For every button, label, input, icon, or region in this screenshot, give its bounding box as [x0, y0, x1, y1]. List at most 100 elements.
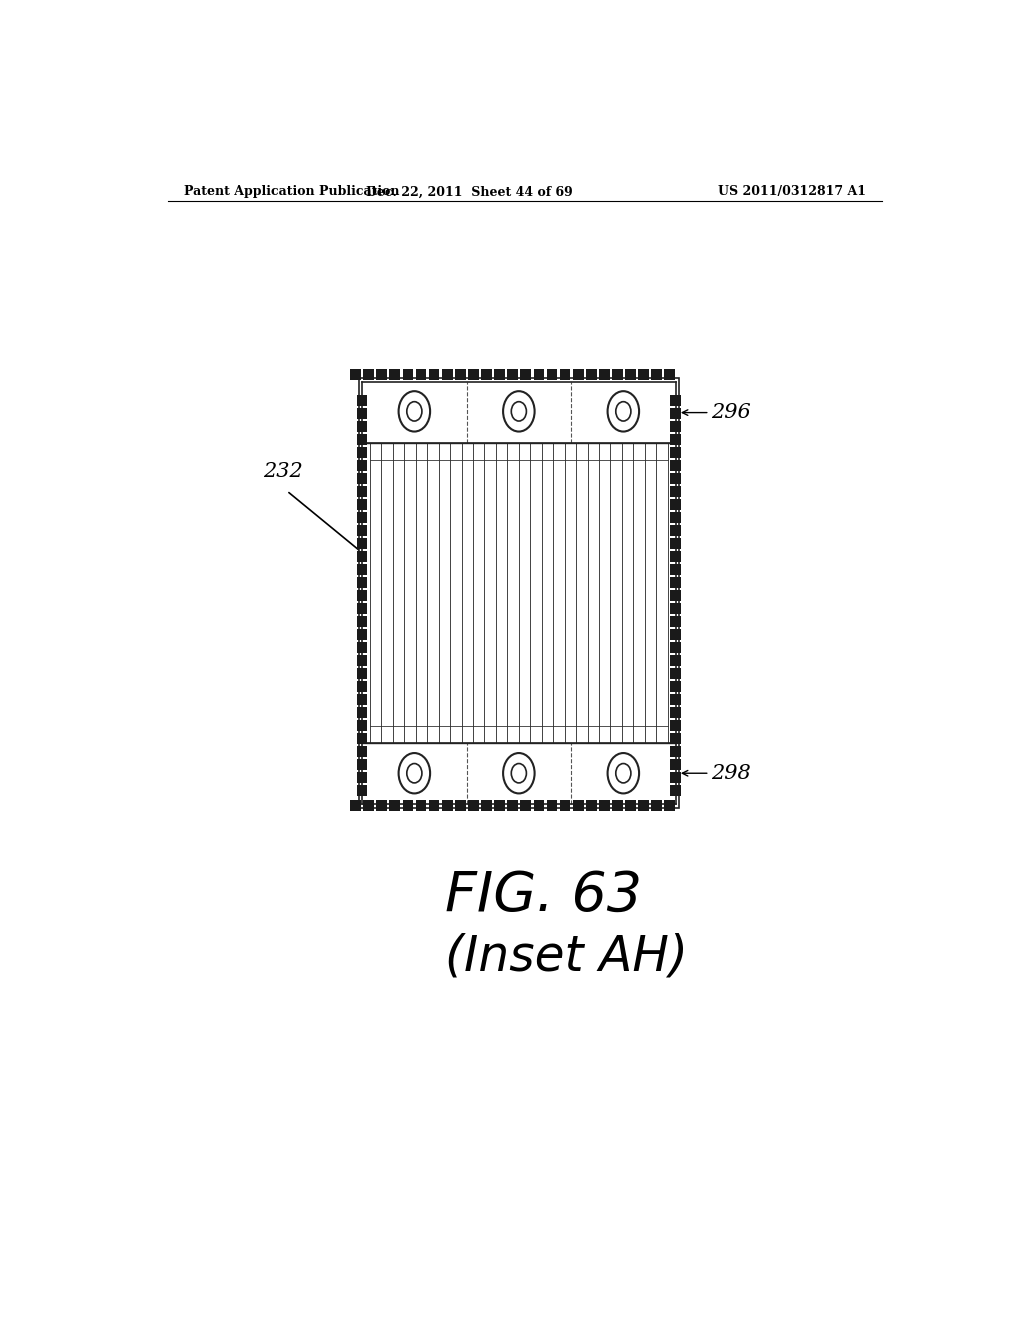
Text: (Inset AH): (Inset AH) [445, 932, 688, 981]
Bar [356, 681, 368, 692]
Bar [560, 800, 570, 810]
Circle shape [407, 763, 422, 783]
Bar [481, 370, 492, 380]
Bar [671, 421, 681, 432]
Bar [507, 370, 518, 380]
Bar [671, 616, 681, 627]
Bar [671, 759, 681, 770]
Bar [442, 800, 453, 810]
Circle shape [503, 391, 535, 432]
Bar [468, 800, 479, 810]
Bar [671, 525, 681, 536]
Bar [671, 512, 681, 523]
Bar [356, 746, 368, 758]
Text: Dec. 22, 2011  Sheet 44 of 69: Dec. 22, 2011 Sheet 44 of 69 [366, 185, 572, 198]
Bar [572, 800, 584, 810]
Bar [356, 630, 368, 640]
Bar [671, 668, 681, 678]
Bar [495, 370, 505, 380]
Bar [671, 655, 681, 667]
Bar [389, 370, 400, 380]
Bar [507, 800, 518, 810]
Bar [671, 408, 681, 418]
Circle shape [607, 752, 639, 793]
Bar [671, 643, 681, 653]
Bar [356, 499, 368, 510]
Bar [455, 370, 466, 380]
Bar [364, 800, 374, 810]
Bar [671, 721, 681, 731]
Bar [355, 374, 682, 812]
Circle shape [511, 401, 526, 421]
Bar [416, 370, 426, 380]
Bar [356, 590, 368, 601]
Bar [416, 800, 426, 810]
Bar [671, 708, 681, 718]
Bar [671, 772, 681, 783]
Bar [356, 694, 368, 705]
Bar [671, 565, 681, 576]
Bar [547, 370, 557, 380]
Bar [356, 474, 368, 484]
Bar [362, 381, 676, 444]
Bar [572, 370, 584, 380]
Bar [671, 395, 681, 405]
Text: Patent Application Publication: Patent Application Publication [183, 185, 399, 198]
Circle shape [398, 391, 430, 432]
Bar [638, 370, 649, 380]
Bar [364, 370, 374, 380]
Bar [495, 800, 505, 810]
Bar [356, 395, 368, 405]
Text: 296: 296 [712, 403, 751, 422]
Bar [626, 800, 636, 810]
Bar [442, 370, 453, 380]
Bar [671, 785, 681, 796]
Bar [665, 370, 675, 380]
Bar [651, 800, 663, 810]
Bar [356, 616, 368, 627]
Bar [671, 603, 681, 614]
Bar [377, 800, 387, 810]
Bar [599, 370, 609, 380]
Bar [671, 552, 681, 562]
Text: 298: 298 [712, 764, 751, 783]
Bar [356, 434, 368, 445]
Bar [356, 525, 368, 536]
Bar [362, 743, 676, 804]
Bar [671, 577, 681, 587]
Bar [356, 539, 368, 549]
Bar [671, 681, 681, 692]
Bar [599, 800, 609, 810]
Bar [481, 800, 492, 810]
Bar [671, 461, 681, 471]
Bar [612, 370, 623, 380]
Bar [356, 759, 368, 770]
Text: 232: 232 [263, 462, 303, 480]
Bar [389, 800, 400, 810]
Bar [356, 655, 368, 667]
Bar [356, 408, 368, 418]
Bar [638, 800, 649, 810]
Text: US 2011/0312817 A1: US 2011/0312817 A1 [718, 185, 866, 198]
Bar [671, 539, 681, 549]
Bar [586, 800, 597, 810]
Bar [356, 721, 368, 731]
Bar [534, 370, 544, 380]
Bar [520, 370, 531, 380]
Bar [356, 734, 368, 744]
Bar [429, 800, 439, 810]
Bar [671, 590, 681, 601]
Bar [612, 800, 623, 810]
Bar [356, 668, 368, 678]
Circle shape [407, 401, 422, 421]
Bar [356, 565, 368, 576]
Bar [671, 486, 681, 496]
Bar [671, 434, 681, 445]
Bar [429, 370, 439, 380]
Bar [671, 694, 681, 705]
Circle shape [607, 391, 639, 432]
Bar [356, 486, 368, 496]
Bar [356, 512, 368, 523]
Bar [350, 370, 360, 380]
Bar [534, 800, 544, 810]
